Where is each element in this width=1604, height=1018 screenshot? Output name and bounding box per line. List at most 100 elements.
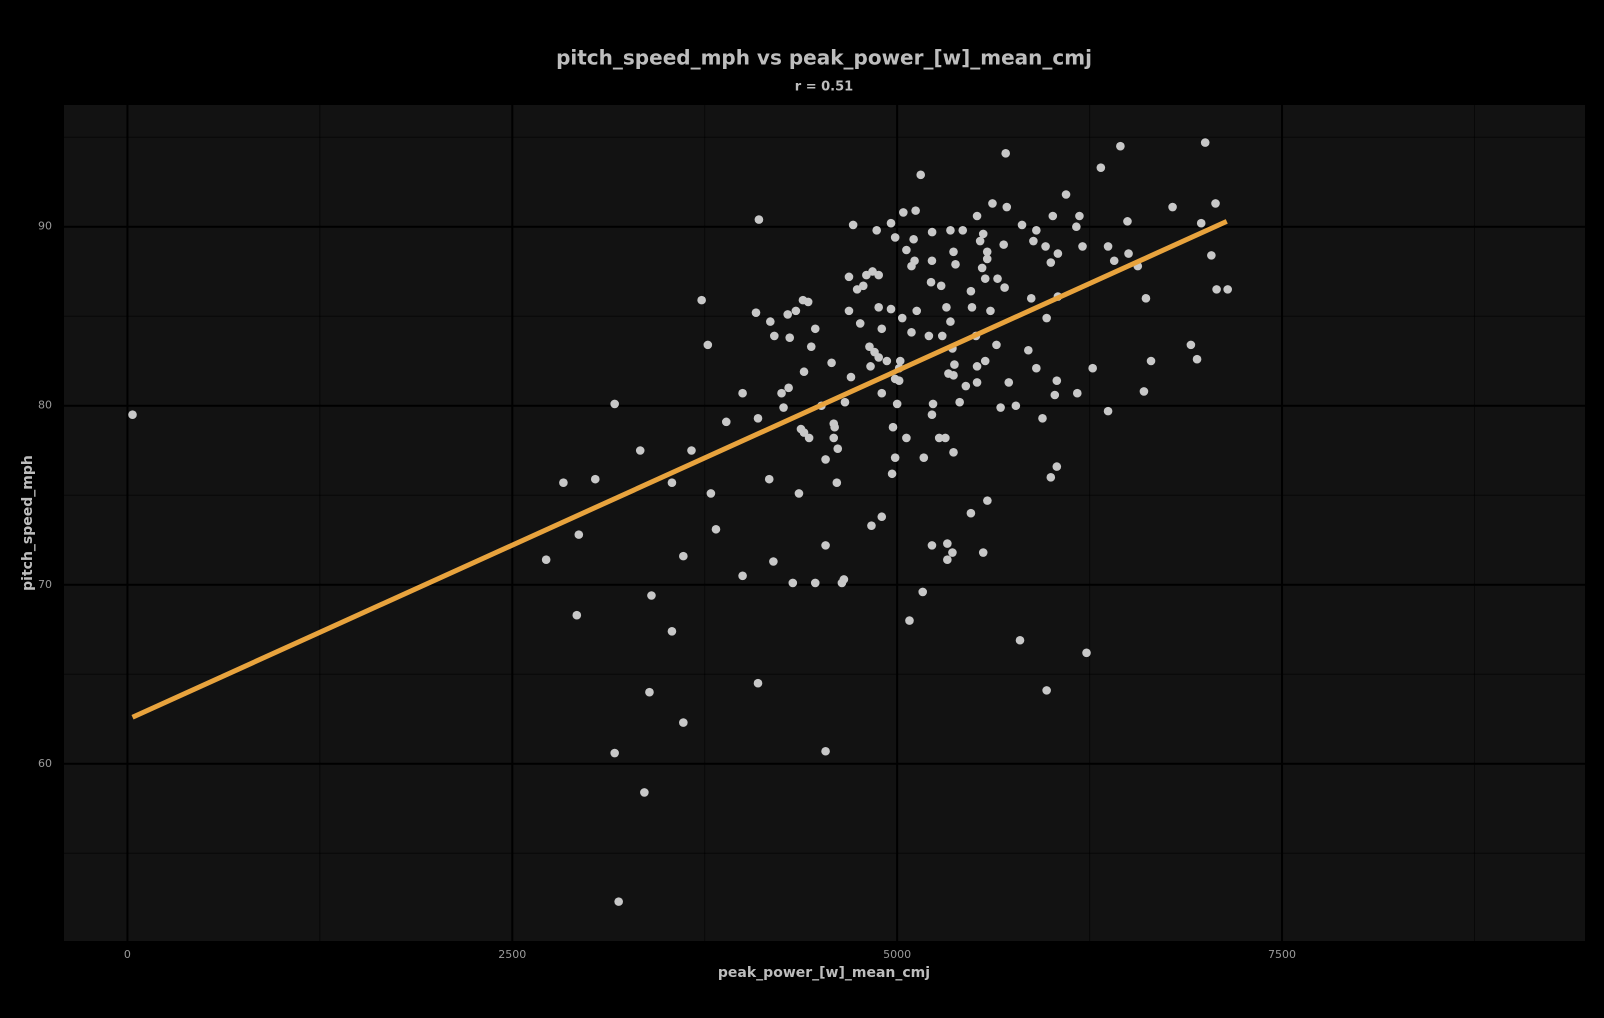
scatter-point bbox=[918, 587, 928, 597]
scatter-point bbox=[679, 718, 688, 727]
scatter-point bbox=[1096, 163, 1106, 172]
scatter-point bbox=[1082, 648, 1091, 658]
scatter-point bbox=[852, 285, 862, 294]
scatter-point bbox=[874, 302, 883, 312]
x-axis-label: peak_power_[w]_mean_cmj bbox=[718, 965, 930, 981]
scatter-point bbox=[1032, 363, 1041, 373]
scatter-point bbox=[943, 539, 952, 548]
scatter-point bbox=[966, 508, 976, 518]
scatter-point bbox=[821, 746, 830, 756]
scatter-point bbox=[936, 281, 946, 291]
chart-title: pitch_speed_mph vs peak_power_[w]_mean_c… bbox=[556, 46, 1092, 70]
scatter-point bbox=[647, 591, 656, 600]
scatter-point bbox=[1141, 294, 1151, 303]
scatter-point bbox=[982, 247, 992, 257]
scatter-point bbox=[958, 226, 968, 235]
scatter-point bbox=[777, 388, 786, 398]
scatter-point bbox=[1146, 356, 1156, 366]
scatter-point bbox=[865, 342, 874, 351]
scatter-point bbox=[1052, 376, 1062, 385]
scatter-point bbox=[844, 306, 854, 316]
x-tick-label: 5000 bbox=[883, 948, 911, 961]
scatter-point bbox=[886, 218, 896, 228]
scatter-point bbox=[886, 304, 896, 314]
scatter-point bbox=[907, 261, 916, 271]
scatter-point bbox=[785, 333, 795, 343]
scatter-point bbox=[667, 627, 677, 636]
scatter-point bbox=[895, 356, 905, 366]
scatter-point bbox=[897, 313, 907, 323]
scatter-point bbox=[1168, 202, 1177, 212]
scatter-point bbox=[784, 383, 793, 393]
scatter-point bbox=[766, 317, 775, 326]
scatter-point bbox=[882, 356, 892, 366]
scatter-point bbox=[769, 557, 778, 566]
scatter-point bbox=[703, 340, 713, 350]
scatter-point bbox=[1015, 635, 1025, 645]
scatter-point bbox=[1103, 242, 1113, 251]
scatter-point bbox=[980, 356, 990, 366]
scatter-point bbox=[996, 403, 1005, 412]
scatter-point bbox=[754, 215, 764, 224]
x-tick-label: 0 bbox=[124, 948, 131, 961]
scatter-point bbox=[541, 555, 551, 564]
scatter-point bbox=[992, 340, 1001, 350]
scatter-point bbox=[899, 208, 908, 217]
scatter-point bbox=[978, 548, 988, 557]
scatter-point bbox=[942, 302, 951, 312]
scatter-point bbox=[988, 199, 997, 208]
scatter-point bbox=[837, 578, 847, 588]
scatter-point bbox=[926, 277, 936, 287]
scatter-point bbox=[806, 342, 816, 351]
scatter-point bbox=[924, 331, 934, 341]
scatter-point bbox=[982, 254, 992, 264]
scatter-point bbox=[711, 524, 721, 534]
scatter-point bbox=[667, 478, 677, 488]
scatter-point bbox=[738, 388, 747, 398]
scatter-point bbox=[770, 331, 779, 341]
trend-line bbox=[131, 219, 1228, 720]
scatter-point bbox=[1032, 226, 1041, 235]
x-tick-label: 2500 bbox=[498, 948, 526, 961]
scatter-point bbox=[966, 286, 976, 296]
scatter-point bbox=[827, 358, 836, 368]
scatter-point bbox=[1004, 378, 1014, 387]
scatter-point bbox=[1088, 363, 1097, 373]
scatter-point bbox=[894, 376, 904, 385]
y-axis-label: pitch_speed_mph bbox=[20, 455, 36, 591]
scatter-point bbox=[927, 256, 937, 266]
scatter-point bbox=[751, 308, 761, 317]
scatter-point bbox=[1046, 473, 1056, 482]
scatter-point bbox=[810, 578, 820, 588]
scatter-point bbox=[955, 397, 964, 407]
scatter-point bbox=[877, 512, 887, 522]
scatter-point bbox=[877, 324, 887, 334]
scatter-point bbox=[1002, 202, 1012, 212]
scatter-point bbox=[829, 433, 839, 443]
scatter-point bbox=[977, 263, 987, 273]
scatter-point bbox=[830, 422, 839, 432]
scatter-point bbox=[645, 687, 654, 697]
scatter-point bbox=[572, 610, 582, 620]
scatter-point bbox=[804, 433, 814, 443]
scatter-point bbox=[574, 530, 584, 539]
scatter-point bbox=[887, 469, 897, 479]
scatter-point bbox=[821, 455, 830, 464]
scatter-point bbox=[687, 446, 696, 455]
scatter-point bbox=[949, 371, 958, 380]
scatter-point bbox=[1109, 256, 1119, 266]
scatter-point bbox=[559, 478, 568, 488]
scatter-point bbox=[791, 306, 801, 316]
scatter-point bbox=[833, 444, 843, 454]
chart-subtitle: r = 0.51 bbox=[795, 80, 853, 95]
scatter-point bbox=[972, 362, 982, 371]
scatter-point bbox=[706, 489, 716, 498]
scatter-point bbox=[1211, 199, 1220, 208]
scatter-point bbox=[610, 399, 619, 409]
scatter-point bbox=[1072, 222, 1081, 232]
x-tick-label: 7500 bbox=[1268, 948, 1296, 961]
scatter-point bbox=[948, 548, 957, 557]
scatter-point bbox=[1038, 413, 1047, 423]
scatter-point bbox=[635, 446, 645, 455]
scatter-point bbox=[679, 551, 688, 561]
